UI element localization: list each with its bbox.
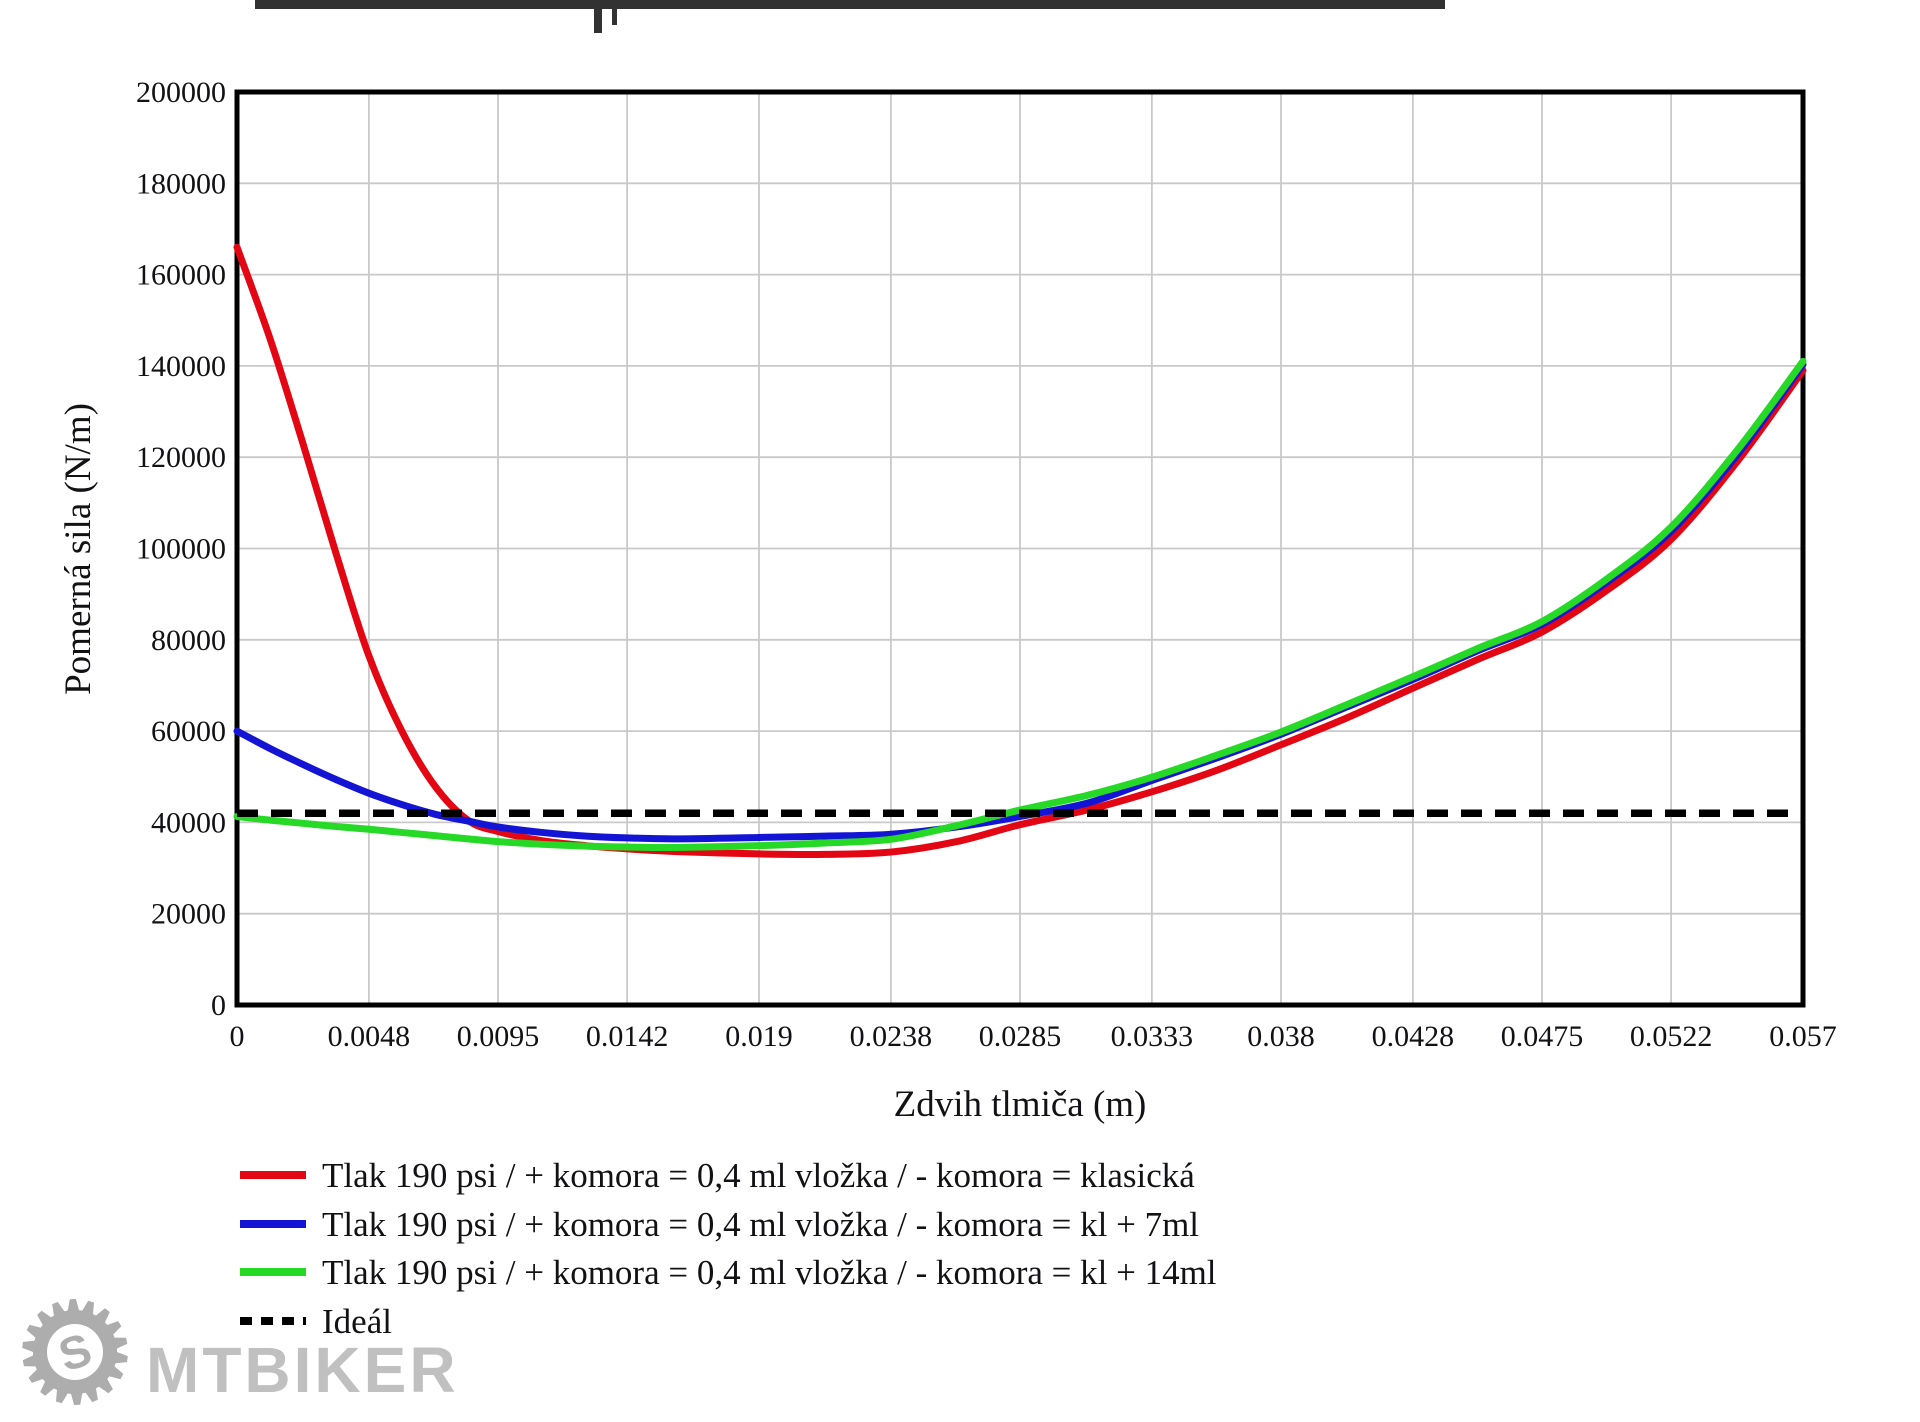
artifact-mark (612, 9, 617, 25)
y-tick-label: 20000 (151, 898, 226, 931)
legend-label: Ideál (322, 1302, 392, 1341)
legend-item: Ideál (240, 1302, 392, 1341)
y-tick-label: 120000 (136, 441, 226, 474)
legend-item: Tlak 190 psi / + komora = 0,4 ml vložka … (240, 1253, 1217, 1292)
y-tick-label: 60000 (151, 715, 226, 748)
legend-label: Tlak 190 psi / + komora = 0,4 ml vložka … (322, 1156, 1195, 1195)
artifact-bar (255, 0, 1445, 9)
x-tick-label: 0.0095 (457, 1020, 540, 1053)
x-tick-label: 0 (230, 1020, 245, 1053)
watermark: S MTBIKER (22, 1299, 459, 1406)
x-tick-labels: 0 0.0048 0.0095 0.0142 0.019 0.0238 0.0285 0.03… (230, 1020, 1837, 1053)
x-tick-label: 0.038 (1247, 1020, 1315, 1053)
artifact-mark (594, 9, 602, 33)
x-tick-label: 0.0333 (1111, 1020, 1194, 1053)
legend-label: Tlak 190 psi / + komora = 0,4 ml vložka … (322, 1205, 1199, 1244)
y-tick-label: 40000 (151, 806, 226, 839)
screenshot-artifact (255, 0, 1445, 33)
x-tick-label: 0.0142 (586, 1020, 669, 1053)
series-line-2 (233, 357, 1807, 852)
grid-lines (237, 92, 1803, 1005)
watermark-text: MTBIKER (146, 1334, 459, 1406)
y-tick-label: 100000 (136, 533, 226, 566)
y-tick-label: 160000 (136, 259, 226, 292)
x-tick-label: 0.0522 (1630, 1020, 1713, 1053)
plot-frame (234, 89, 1806, 1008)
x-tick-label: 0.0238 (850, 1020, 933, 1053)
series-line-0 (233, 243, 1807, 858)
x-tick-label: 0.057 (1769, 1020, 1837, 1053)
x-axis-title: Zdvih tlmiča (m) (894, 1084, 1147, 1125)
legend-label: Tlak 190 psi / + komora = 0,4 ml vložka … (322, 1253, 1217, 1292)
y-tick-label: 80000 (151, 624, 226, 657)
x-tick-label: 0.019 (725, 1020, 793, 1053)
y-tick-labels: 0 20000 40000 60000 80000 100000 120000 140000 1… (136, 76, 226, 1022)
y-tick-label: 200000 (136, 76, 226, 109)
y-axis-title: Pomerná sila (N/m) (58, 403, 99, 695)
x-tick-label: 0.0428 (1372, 1020, 1455, 1053)
x-tick-label: 0.0048 (328, 1020, 411, 1053)
legend-item: Tlak 190 psi / + komora = 0,4 ml vložka … (240, 1205, 1199, 1244)
y-tick-label: 0 (211, 989, 226, 1022)
x-tick-label: 0.0475 (1501, 1020, 1584, 1053)
y-tick-label: 140000 (136, 350, 226, 383)
gear-center (47, 1324, 103, 1380)
x-tick-label: 0.0285 (979, 1020, 1062, 1053)
legend-item: Tlak 190 psi / + komora = 0,4 ml vložka … (240, 1156, 1195, 1195)
legend: Tlak 190 psi / + komora = 0,4 ml vložka … (240, 1156, 1217, 1341)
y-tick-label: 180000 (136, 167, 226, 200)
gear-icon: S (22, 1299, 128, 1405)
data-series (233, 243, 1807, 858)
